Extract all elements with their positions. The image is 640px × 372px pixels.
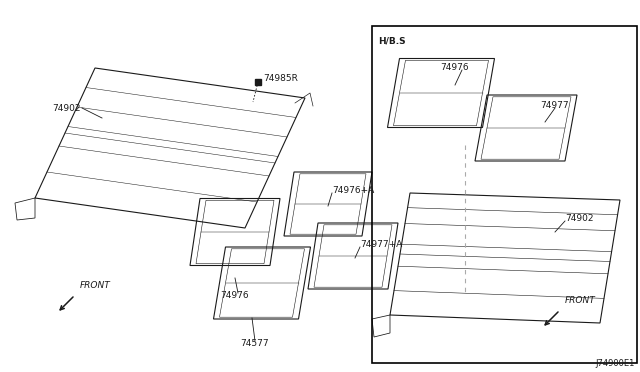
Text: 74976: 74976: [440, 62, 468, 71]
Text: H/B.S: H/B.S: [378, 36, 406, 45]
Text: 74977: 74977: [540, 100, 568, 109]
Text: 74902: 74902: [565, 214, 593, 222]
Text: 74977+A: 74977+A: [360, 240, 403, 248]
Text: 74577: 74577: [240, 340, 269, 349]
Text: FRONT: FRONT: [80, 281, 111, 290]
Text: 74902: 74902: [52, 103, 81, 112]
Text: J74900E1: J74900E1: [596, 359, 635, 368]
Text: FRONT: FRONT: [565, 296, 596, 305]
Text: 74985R: 74985R: [263, 74, 298, 83]
Text: 74976+A: 74976+A: [332, 186, 374, 195]
Text: 74976: 74976: [220, 292, 248, 301]
Bar: [372, 26, 637, 363]
